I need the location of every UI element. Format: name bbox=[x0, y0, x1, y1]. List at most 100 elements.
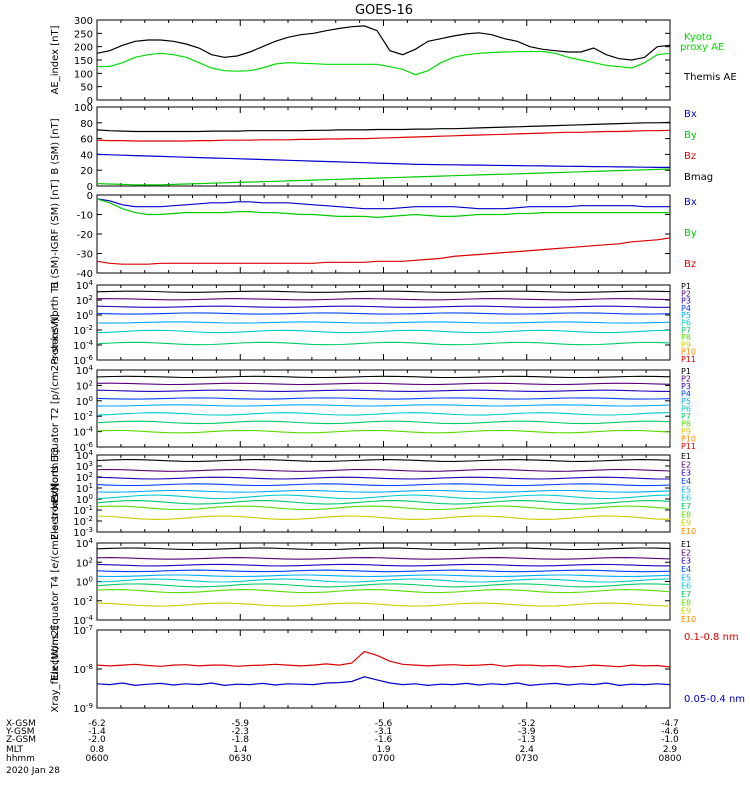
y-tick-label: 0 bbox=[87, 182, 93, 193]
y-tick-label: 200 bbox=[74, 43, 93, 54]
y-tick-label: 50 bbox=[80, 83, 93, 94]
axis-value-x: -5.6 bbox=[375, 719, 393, 729]
channel-label-e4: E4 bbox=[681, 565, 691, 574]
channel-line-e1 bbox=[96, 547, 671, 551]
channel-label-p6: P6 bbox=[681, 319, 691, 328]
channel-line-e5 bbox=[96, 489, 671, 493]
y-axis-label-2: B (SM) [nT] bbox=[50, 118, 61, 174]
panel-frame-2 bbox=[96, 106, 671, 187]
y-tick-label: 10-6 bbox=[73, 354, 93, 367]
legend-0-1-0-8-nm: 0.1-0.8 nm bbox=[684, 632, 739, 643]
y-tick-label: -20 bbox=[77, 230, 93, 241]
row-label-hhmm: hhmm bbox=[6, 754, 35, 764]
axis-value-x: -6.2 bbox=[88, 719, 106, 729]
y-tick-label: 100 bbox=[76, 493, 93, 506]
series-line-0-05-0-4-nm bbox=[96, 676, 671, 687]
row-label-y-gsm: Y-GSM bbox=[5, 727, 34, 737]
axis-value-x: -4.7 bbox=[661, 719, 679, 729]
date-label: 2020 Jan 28 bbox=[6, 766, 60, 776]
axis-value-mlt: 0.8 bbox=[90, 745, 105, 755]
y-tick-label: 101 bbox=[76, 482, 93, 495]
axis-value-hhmm: 0800 bbox=[659, 754, 682, 764]
channel-line-e6 bbox=[96, 578, 671, 583]
channel-line-e7 bbox=[96, 500, 671, 505]
y-tick-label: 0 bbox=[87, 191, 93, 202]
axis-value-z: -1.8 bbox=[231, 735, 249, 745]
legend-bmag: Bmag bbox=[684, 172, 713, 183]
channel-label-e7: E7 bbox=[681, 590, 691, 599]
channel-label-p4: P4 bbox=[681, 304, 691, 313]
axis-value-y: -1.4 bbox=[88, 727, 106, 737]
y-tick-label: 10-3 bbox=[73, 526, 93, 539]
channel-label-p3: P3 bbox=[681, 382, 691, 391]
channel-label-e5: E5 bbox=[681, 485, 691, 494]
channel-line-e8 bbox=[96, 589, 671, 594]
y-tick-label: 100 bbox=[74, 103, 93, 114]
y-tick-label: 10-2 bbox=[73, 324, 93, 337]
row-label-z-gsm: Z-GSM bbox=[6, 735, 36, 745]
channel-label-e6: E6 bbox=[681, 494, 691, 503]
y-axis-label-7: Electrons Equator T4 [e/(cm2-s-sr-keV)] bbox=[50, 483, 61, 680]
channel-line-p5 bbox=[96, 321, 671, 324]
channel-label-p5: P5 bbox=[681, 311, 691, 320]
y-tick-label: 10-2 bbox=[73, 410, 93, 423]
channel-line-e9 bbox=[96, 602, 671, 607]
channel-label-p11: P11 bbox=[681, 355, 696, 364]
y-tick-label: 100 bbox=[76, 395, 93, 408]
axis-value-x: -5.9 bbox=[231, 719, 249, 729]
channel-line-p6 bbox=[96, 329, 671, 334]
channel-label-p2: P2 bbox=[681, 375, 691, 384]
series-line-0-1-0-8-nm bbox=[96, 650, 671, 668]
series-line-themis-ae bbox=[96, 25, 671, 61]
y-tick-label: 102 bbox=[76, 294, 93, 307]
y-tick-label: 102 bbox=[76, 379, 93, 392]
y-tick-label: 102 bbox=[76, 556, 93, 569]
axis-value-hhmm: 0630 bbox=[229, 754, 252, 764]
y-tick-label: -40 bbox=[77, 269, 93, 280]
channel-label-e9: E9 bbox=[681, 607, 691, 616]
axis-value-y: -2.3 bbox=[231, 727, 249, 737]
y-tick-label: 100 bbox=[74, 69, 93, 80]
axis-value-hhmm: 0700 bbox=[372, 754, 395, 764]
channel-label-p8: P8 bbox=[681, 420, 691, 429]
channel-label-e3: E3 bbox=[681, 557, 691, 566]
axis-value-hhmm: 0730 bbox=[515, 754, 538, 764]
channel-label-e5: E5 bbox=[681, 573, 691, 582]
channel-line-e7 bbox=[96, 583, 671, 588]
y-tick-label: 104 bbox=[76, 537, 94, 550]
y-tick-label: 10-4 bbox=[73, 426, 93, 439]
channel-label-e2: E2 bbox=[681, 548, 691, 557]
channel-line-e3 bbox=[96, 476, 671, 480]
y-tick-label: 10-7 bbox=[73, 624, 93, 637]
channel-label-p4: P4 bbox=[681, 390, 691, 399]
chart-title: GOES-16 bbox=[355, 3, 413, 18]
axis-value-y: -3.9 bbox=[518, 727, 536, 737]
y-tick-label: 10-2 bbox=[73, 595, 93, 608]
y-axis-label-6: Electrons North T3 bbox=[50, 447, 61, 540]
channel-label-p7: P7 bbox=[681, 326, 691, 335]
channel-label-e2: E2 bbox=[681, 460, 691, 469]
y-tick-label: 0 bbox=[87, 96, 93, 107]
series-line-by bbox=[96, 198, 670, 219]
y-tick-label: -30 bbox=[77, 250, 93, 261]
y-tick-label: 40 bbox=[80, 150, 93, 161]
channel-label-e10: E10 bbox=[681, 527, 696, 536]
legend-by: By bbox=[684, 228, 697, 239]
channel-line-p7 bbox=[96, 420, 671, 425]
channel-label-p5: P5 bbox=[681, 397, 691, 406]
y-tick-label: 10-8 bbox=[73, 663, 93, 676]
axis-value-mlt: 2.4 bbox=[520, 745, 535, 755]
legend-bz: Bz bbox=[684, 259, 696, 270]
y-tick-label: 100 bbox=[76, 309, 93, 322]
y-tick-label: 102 bbox=[76, 471, 93, 484]
channel-label-e4: E4 bbox=[681, 477, 691, 486]
y-tick-label: 10-4 bbox=[73, 614, 93, 627]
y-tick-label: 100 bbox=[76, 576, 93, 589]
channel-label-e7: E7 bbox=[681, 502, 691, 511]
y-tick-label: 10-6 bbox=[73, 441, 93, 454]
channel-label-p9: P9 bbox=[681, 427, 691, 436]
y-tick-label: -10 bbox=[77, 211, 93, 222]
axis-value-x: -5.2 bbox=[518, 719, 536, 729]
series-line-kyoto-proxy-ae bbox=[96, 50, 671, 76]
